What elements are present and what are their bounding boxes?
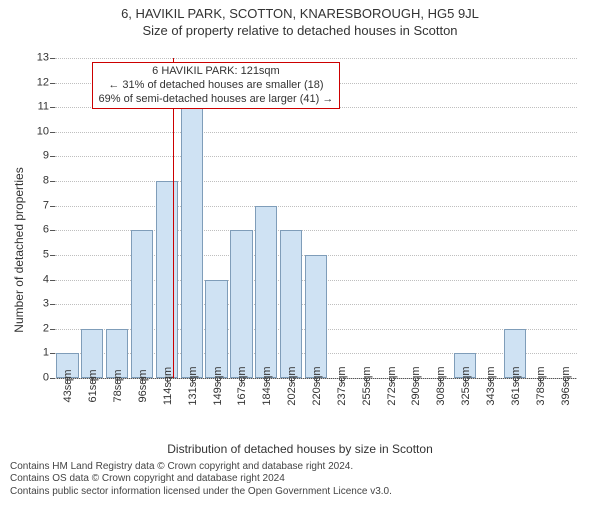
x-tick-label: 78sqm (113, 369, 124, 402)
y-tick-label: 9 (43, 151, 49, 162)
bar (305, 255, 327, 378)
bar (205, 280, 227, 378)
bar (131, 230, 153, 378)
y-tick-mark (50, 181, 55, 182)
y-tick-label: 5 (43, 249, 49, 260)
grid-line (55, 58, 577, 59)
annotation-line-1: 6 HAVIKIL PARK: 121sqm (99, 65, 334, 79)
x-axis-label: Distribution of detached houses by size … (0, 442, 600, 456)
bar (255, 206, 277, 378)
x-tick-label: 167sqm (237, 366, 248, 405)
bar (156, 181, 178, 378)
grid-line (55, 206, 577, 207)
y-tick-label: 0 (43, 373, 49, 384)
y-tick-mark (50, 132, 55, 133)
y-tick-label: 12 (37, 77, 49, 88)
y-tick-mark (50, 280, 55, 281)
x-tick-label: 308sqm (436, 366, 447, 405)
y-tick-mark (50, 353, 55, 354)
footer-line-2: Contains OS data © Crown copyright and d… (10, 473, 392, 486)
grid-line (55, 132, 577, 133)
grid-line (55, 181, 577, 182)
x-tick-label: 202sqm (287, 366, 298, 405)
title-sub: Size of property relative to detached ho… (0, 23, 600, 38)
bar (181, 107, 203, 378)
y-tick-label: 6 (43, 225, 49, 236)
x-tick-label: 237sqm (337, 366, 348, 405)
grid-line (55, 156, 577, 157)
x-tick-label: 149sqm (213, 366, 224, 405)
chart-container: Number of detached properties 0123456789… (0, 50, 600, 450)
y-tick-mark (50, 206, 55, 207)
x-tick-label: 131sqm (188, 366, 199, 405)
plot-area: 01234567891011121343sqm61sqm78sqm96sqm11… (55, 58, 577, 379)
y-tick-label: 2 (43, 323, 49, 334)
x-tick-label: 184sqm (262, 366, 273, 405)
y-tick-mark (50, 304, 55, 305)
x-tick-label: 61sqm (88, 369, 99, 402)
y-tick-mark (50, 255, 55, 256)
bar (280, 230, 302, 378)
x-tick-label: 43sqm (63, 369, 74, 402)
y-tick-mark (50, 83, 55, 84)
y-tick-label: 4 (43, 274, 49, 285)
y-tick-label: 13 (37, 53, 49, 64)
y-tick-label: 8 (43, 176, 49, 187)
y-tick-label: 10 (37, 126, 49, 137)
y-tick-mark (50, 107, 55, 108)
title-main: 6, HAVIKIL PARK, SCOTTON, KNARESBOROUGH,… (0, 6, 600, 21)
footer-line-1: Contains HM Land Registry data © Crown c… (10, 461, 392, 474)
annotation-box: 6 HAVIKIL PARK: 121sqm← 31% of detached … (92, 62, 341, 109)
annotation-line-3: 69% of semi-detached houses are larger (… (99, 93, 334, 107)
x-tick-label: 220sqm (312, 366, 323, 405)
bar (230, 230, 252, 378)
x-tick-label: 290sqm (411, 366, 422, 405)
y-tick-mark (50, 378, 55, 379)
footer-line-3: Contains public sector information licen… (10, 486, 392, 499)
y-axis-label: Number of detached properties (12, 167, 26, 332)
annotation-line-2: ← 31% of detached houses are smaller (18… (99, 79, 334, 93)
y-tick-label: 3 (43, 299, 49, 310)
x-tick-label: 255sqm (362, 366, 373, 405)
y-tick-mark (50, 230, 55, 231)
x-tick-label: 325sqm (461, 366, 472, 405)
x-tick-label: 343sqm (486, 366, 497, 405)
y-tick-label: 1 (43, 348, 49, 359)
footer-attribution: Contains HM Land Registry data © Crown c… (10, 461, 392, 499)
x-tick-label: 361sqm (511, 366, 522, 405)
y-tick-mark (50, 156, 55, 157)
x-tick-label: 378sqm (536, 366, 547, 405)
y-tick-label: 11 (38, 102, 49, 113)
y-tick-mark (50, 329, 55, 330)
x-tick-label: 96sqm (138, 369, 149, 402)
y-tick-mark (50, 58, 55, 59)
y-tick-label: 7 (43, 200, 49, 211)
x-tick-label: 272sqm (387, 366, 398, 405)
x-tick-label: 396sqm (561, 366, 572, 405)
x-tick-label: 114sqm (163, 367, 174, 405)
